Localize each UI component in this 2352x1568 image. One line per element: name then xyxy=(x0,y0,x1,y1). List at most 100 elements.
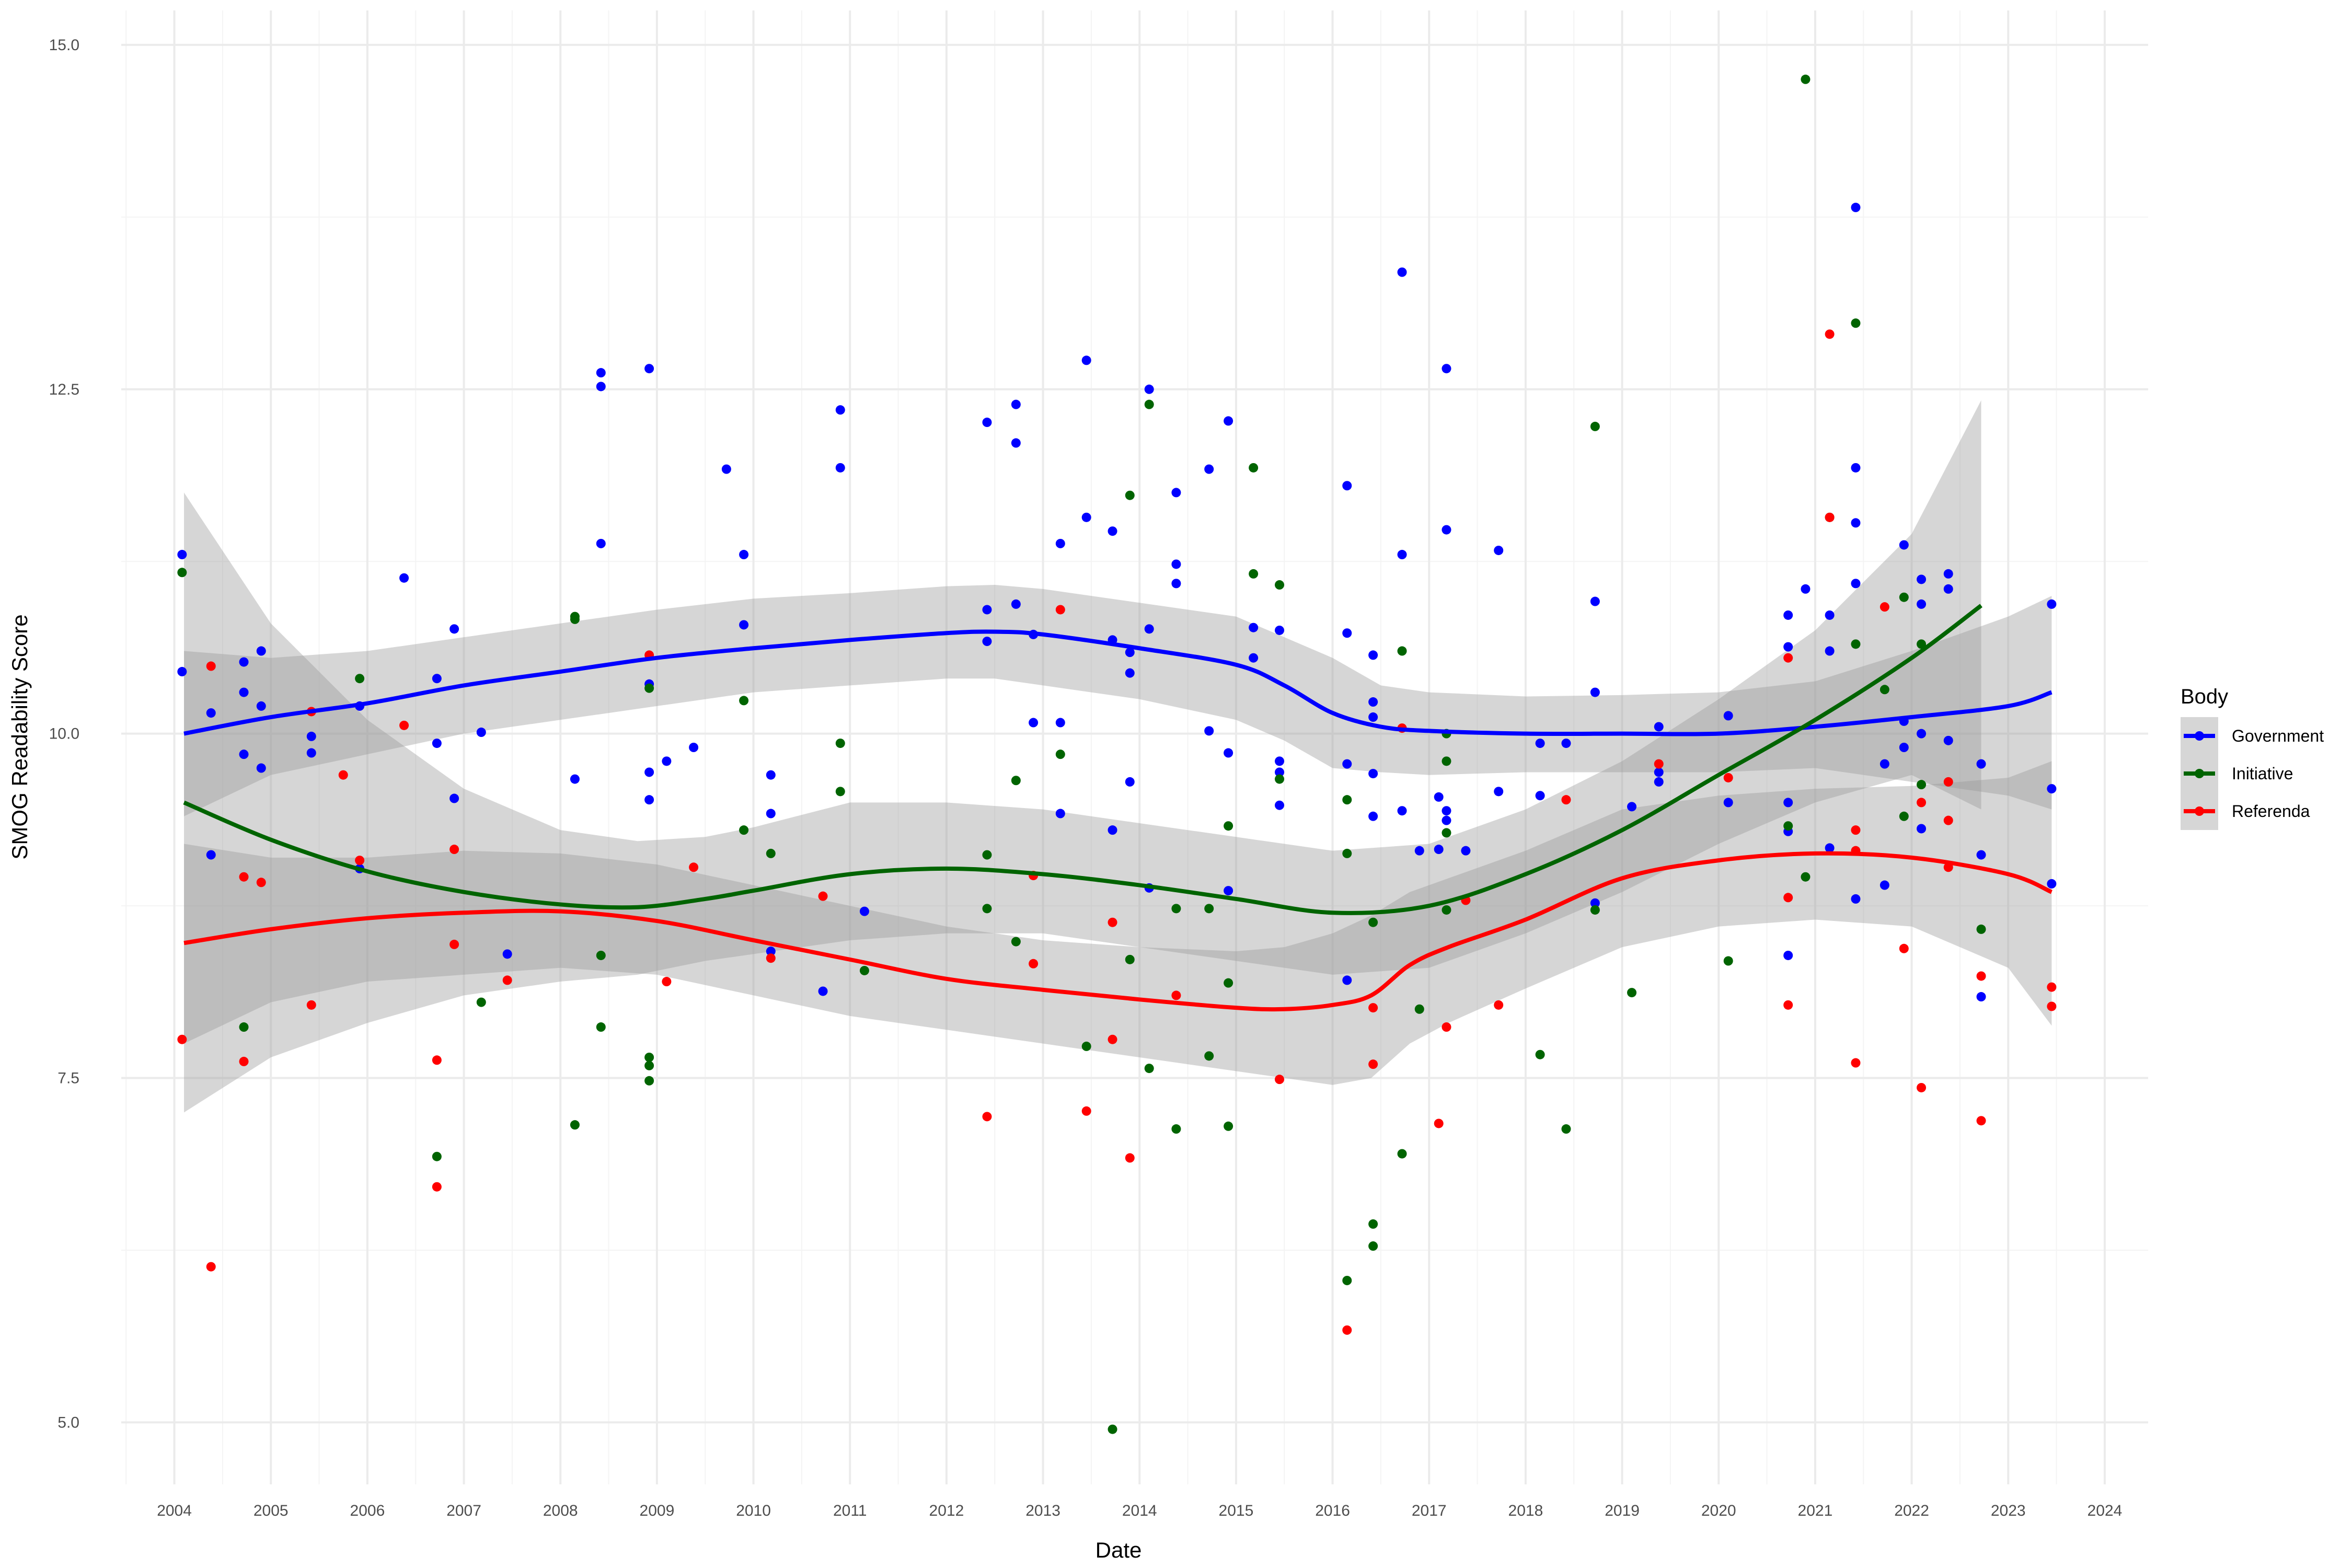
government-point xyxy=(721,464,731,474)
referenda-point xyxy=(1442,1022,1451,1032)
referenda-point xyxy=(1055,605,1065,615)
government-point xyxy=(1654,767,1664,777)
y-axis-title: SMOG Readability Score xyxy=(7,614,32,859)
government-point xyxy=(2047,784,2057,794)
x-tick-label: 2008 xyxy=(543,1502,578,1519)
government-point xyxy=(1917,599,1927,609)
x-tick-label: 2011 xyxy=(833,1502,867,1519)
x-tick-label: 2010 xyxy=(736,1502,771,1519)
referenda-point xyxy=(1368,1003,1378,1013)
government-point xyxy=(1442,815,1451,825)
government-point xyxy=(432,674,442,684)
referenda-point xyxy=(177,1034,187,1044)
initiative-point xyxy=(1627,988,1637,998)
referenda-point xyxy=(1108,1034,1117,1044)
y-tick-label: 10.0 xyxy=(49,725,79,743)
legend: Body Government Initiative Referenda xyxy=(2181,685,2324,830)
y-axis-tick-labels: 5.0 7.5 10.0 12.5 15.0 xyxy=(49,37,79,1432)
referenda-point xyxy=(1342,1325,1352,1335)
initiative-point xyxy=(1275,774,1284,784)
referenda-point xyxy=(1851,1058,1861,1068)
government-point xyxy=(1275,756,1284,766)
government-point xyxy=(596,382,606,391)
government-point xyxy=(1442,525,1451,535)
government-point xyxy=(1561,739,1571,748)
referenda-point xyxy=(2047,1001,2057,1011)
initiative-point xyxy=(355,674,365,684)
initiative-point xyxy=(1171,1124,1181,1134)
government-point xyxy=(1144,624,1154,634)
x-tick-label: 2022 xyxy=(1894,1502,1929,1519)
initiative-point xyxy=(1917,780,1927,790)
referenda-point xyxy=(1783,893,1793,903)
legend-label: Referenda xyxy=(2232,802,2310,821)
government-point xyxy=(1275,625,1284,635)
x-tick-label: 2019 xyxy=(1605,1502,1640,1519)
government-point xyxy=(1917,574,1927,584)
initiative-point xyxy=(1880,685,1889,695)
x-tick-label: 2016 xyxy=(1315,1502,1350,1519)
initiative-point xyxy=(1561,1124,1571,1134)
government-point xyxy=(177,550,187,560)
government-point xyxy=(644,767,654,777)
government-point xyxy=(399,573,409,583)
initiative-point xyxy=(570,614,580,624)
initiative-point xyxy=(1224,821,1233,831)
x-tick-label: 2024 xyxy=(2088,1502,2123,1519)
referenda-point xyxy=(766,953,776,963)
legend-label: Initiative xyxy=(2232,764,2293,783)
referenda-point xyxy=(399,720,409,730)
initiative-point xyxy=(1125,490,1135,500)
government-point xyxy=(644,364,654,374)
initiative-point xyxy=(859,965,869,975)
initiative-point xyxy=(1342,1275,1352,1285)
government-point xyxy=(766,947,776,956)
government-point xyxy=(1654,777,1664,787)
initiative-point xyxy=(1204,904,1214,914)
government-point xyxy=(1171,559,1181,569)
government-point xyxy=(818,986,828,996)
initiative-point xyxy=(432,1151,442,1161)
x-tick-label: 2007 xyxy=(446,1502,481,1519)
government-point xyxy=(982,637,992,647)
x-tick-label: 2009 xyxy=(640,1502,675,1519)
government-point xyxy=(1368,769,1378,779)
government-point xyxy=(1434,792,1444,802)
referenda-point xyxy=(1434,1119,1444,1128)
government-point xyxy=(982,605,992,615)
initiative-point xyxy=(1590,905,1600,915)
initiative-confidence-band xyxy=(184,400,1981,1113)
government-point xyxy=(1368,697,1378,707)
government-point xyxy=(859,906,869,916)
government-point xyxy=(502,949,512,959)
referenda-point xyxy=(1976,1116,1986,1126)
government-point xyxy=(1943,569,1953,579)
initiative-point xyxy=(835,787,845,797)
confidence-ribbons xyxy=(184,400,2052,1113)
government-point xyxy=(306,731,316,741)
initiative-point xyxy=(1224,1121,1233,1131)
initiative-point xyxy=(596,950,606,960)
x-tick-label: 2020 xyxy=(1701,1502,1736,1519)
initiative-point xyxy=(596,1022,606,1032)
y-tick-label: 15.0 xyxy=(49,37,79,54)
x-axis-tick-labels: 2004 2005 2006 2007 2008 2009 2010 2011 2012 2013… xyxy=(157,1502,2122,1519)
initiative-point xyxy=(1342,795,1352,805)
referenda-point xyxy=(1029,959,1039,969)
government-point xyxy=(1368,712,1378,722)
government-point xyxy=(1055,809,1065,818)
referenda-point xyxy=(239,872,249,882)
referenda-point xyxy=(502,975,512,985)
initiative-point xyxy=(982,850,992,860)
initiative-point xyxy=(1899,592,1909,602)
government-point xyxy=(1342,628,1352,638)
referenda-point xyxy=(689,862,699,872)
government-point xyxy=(766,770,776,780)
government-point xyxy=(306,748,316,758)
government-point xyxy=(476,728,486,737)
initiative-point xyxy=(1368,1241,1378,1251)
government-point xyxy=(239,657,249,667)
government-point xyxy=(1723,711,1733,721)
government-point xyxy=(1899,743,1909,752)
government-point xyxy=(1275,800,1284,810)
